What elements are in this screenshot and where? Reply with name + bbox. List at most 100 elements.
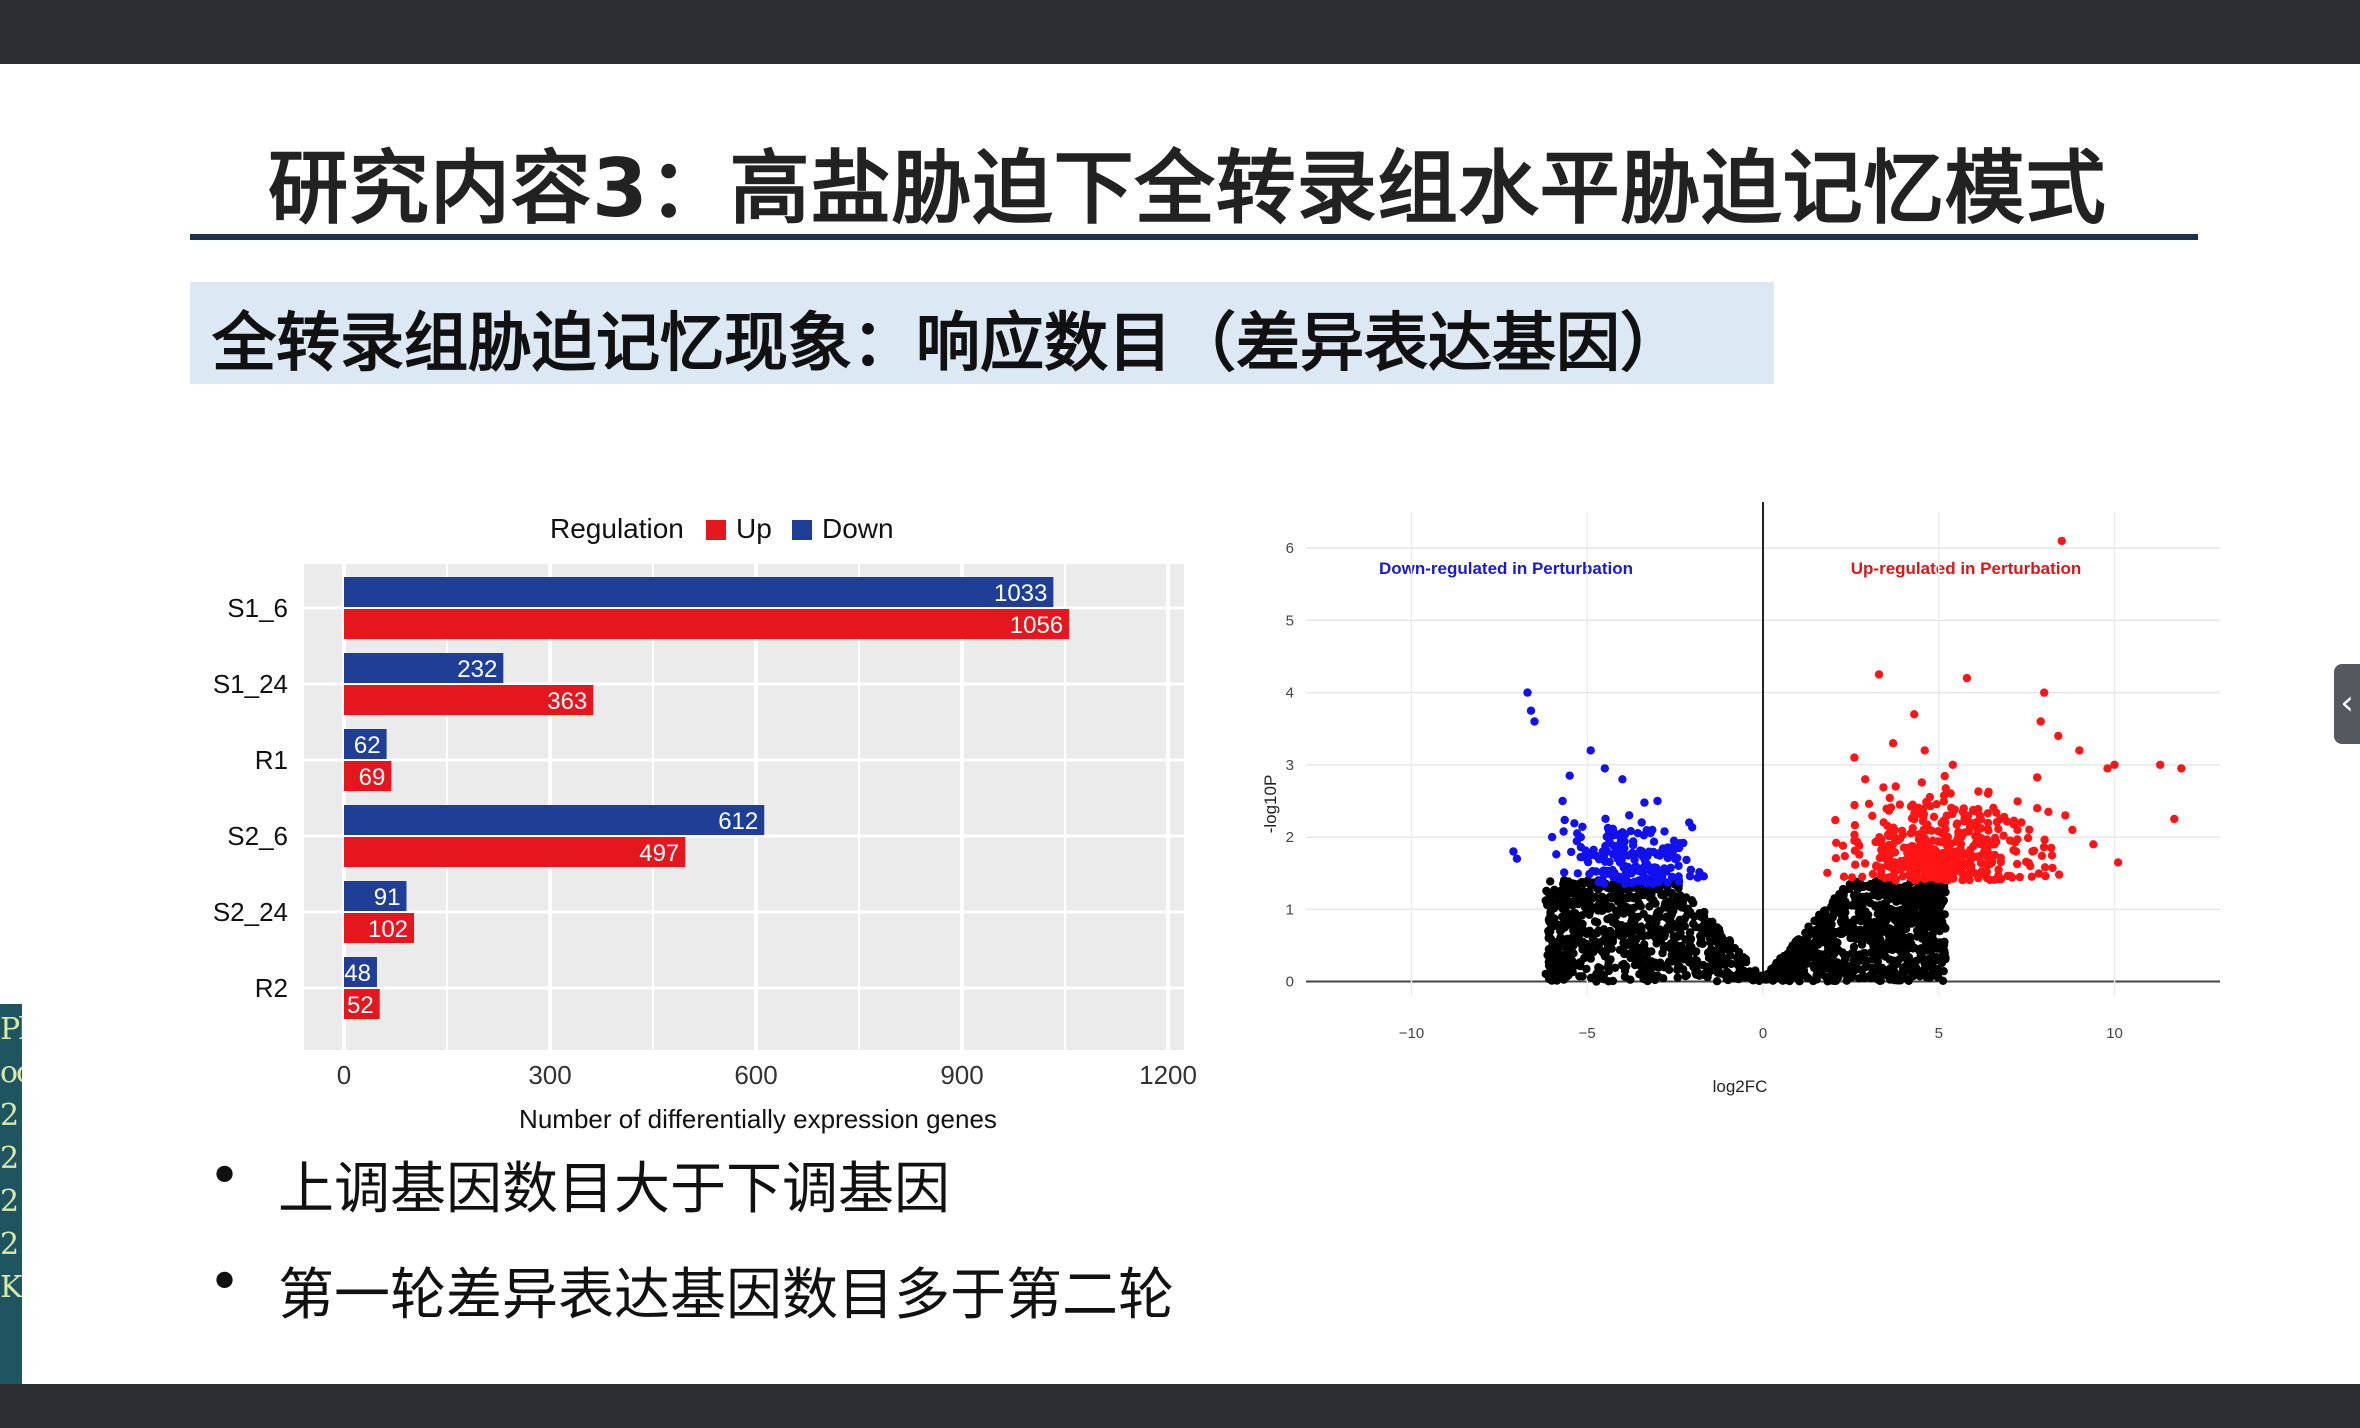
point-ns	[1672, 941, 1681, 950]
point-ns	[1681, 951, 1690, 960]
point-ns	[1647, 895, 1657, 904]
bar-down	[344, 881, 407, 911]
data-label-up: 52	[347, 992, 374, 1019]
point-ns	[1901, 888, 1910, 897]
point-up	[2026, 861, 2035, 871]
point-down	[1669, 836, 1679, 845]
point-ns	[1935, 902, 1945, 911]
x-tick-label: −10	[1399, 1025, 1424, 1042]
point-ns	[1809, 943, 1818, 952]
point-ns	[1597, 947, 1607, 956]
bar-down	[344, 653, 504, 683]
point-up	[1851, 860, 1860, 869]
point-ns	[1782, 960, 1791, 969]
point-up	[1890, 825, 1899, 835]
point-ns	[1603, 914, 1612, 924]
point-up	[2075, 746, 2084, 755]
point-up	[1897, 826, 1907, 835]
point-ns	[1543, 970, 1552, 980]
point-ns	[1886, 891, 1895, 900]
point-up	[1927, 826, 1936, 835]
point-up	[1895, 834, 1905, 843]
y-tick-label: 0	[1286, 974, 1294, 991]
chevron-left-icon[interactable]: ‹	[2334, 664, 2360, 744]
point-up	[1879, 783, 1888, 792]
point-ns	[1842, 961, 1851, 970]
point-ns	[1834, 967, 1843, 977]
point-down	[1640, 798, 1649, 807]
point-up	[1957, 832, 1966, 841]
bar-down	[344, 957, 377, 987]
point-ns	[1859, 949, 1868, 958]
point-up	[1941, 818, 1950, 827]
point-ns	[1543, 887, 1552, 896]
point-ns	[1830, 976, 1839, 985]
point-down	[1653, 796, 1662, 806]
point-ns	[1602, 901, 1611, 910]
point-ns	[1892, 897, 1901, 906]
point-ns	[1854, 974, 1864, 983]
point-up	[1906, 829, 1916, 838]
point-up	[1896, 856, 1906, 866]
y-tick-label: 4	[1286, 685, 1294, 702]
point-up	[2028, 847, 2037, 856]
x-tick-label: 600	[734, 1060, 777, 1090]
point-ns	[1546, 877, 1555, 886]
point-ns	[1583, 927, 1593, 937]
point-down	[1576, 852, 1585, 862]
subtitle-banner: 全转录组胁迫记忆现象：响应数目（差异表达基因）	[190, 282, 1774, 384]
point-up	[2015, 872, 2024, 882]
point-ns	[1857, 940, 1867, 949]
point-up	[2013, 797, 2022, 806]
bar-down	[344, 577, 1054, 607]
point-ns	[1633, 912, 1643, 922]
point-up	[1885, 793, 1894, 803]
point-ns	[1681, 972, 1690, 981]
volcano-title-left: Down-regulated in Perturbation	[1379, 559, 1633, 578]
point-up	[1850, 846, 1860, 855]
point-up	[1960, 810, 1970, 820]
point-ns	[1640, 969, 1649, 979]
volcano-x-axis-title: log2FC	[1713, 1077, 1768, 1096]
point-up	[2068, 825, 2077, 835]
point-up	[2103, 764, 2112, 773]
point-down	[1559, 827, 1568, 836]
y-tick-label: R2	[255, 973, 288, 1003]
point-ns	[1718, 946, 1727, 955]
point-ns	[1928, 934, 1937, 944]
point-down	[1682, 855, 1691, 865]
point-down	[1601, 814, 1610, 823]
point-ns	[1818, 929, 1827, 938]
point-up	[1974, 787, 1983, 796]
point-ns	[1545, 914, 1554, 924]
point-ns	[1922, 973, 1931, 982]
point-up	[1922, 797, 1931, 807]
point-ns	[1741, 973, 1750, 982]
point-up	[1880, 873, 1890, 883]
point-ns	[1896, 947, 1906, 957]
legend-label-up: Up	[736, 513, 772, 544]
point-ns	[1625, 937, 1635, 946]
point-ns	[1838, 917, 1848, 926]
point-ns	[1850, 901, 1859, 910]
point-up	[1895, 800, 1904, 809]
point-up	[2009, 820, 2018, 829]
point-up	[1932, 800, 1941, 809]
point-ns	[1544, 926, 1553, 936]
point-ns	[1575, 890, 1584, 899]
point-ns	[1643, 976, 1652, 986]
point-ns	[1620, 949, 1629, 959]
point-ns	[1562, 955, 1571, 964]
point-up	[1990, 833, 2000, 843]
point-down	[1512, 854, 1522, 863]
point-ns	[1623, 922, 1632, 931]
point-ns	[1895, 907, 1904, 916]
point-up	[1861, 775, 1870, 784]
point-ns	[1677, 903, 1686, 912]
point-up	[1920, 870, 1929, 880]
point-up	[1910, 876, 1920, 885]
point-up	[1911, 848, 1920, 857]
point-down	[1624, 862, 1633, 872]
y-tick-label: 5	[1286, 612, 1294, 629]
title-underline	[190, 234, 2198, 240]
